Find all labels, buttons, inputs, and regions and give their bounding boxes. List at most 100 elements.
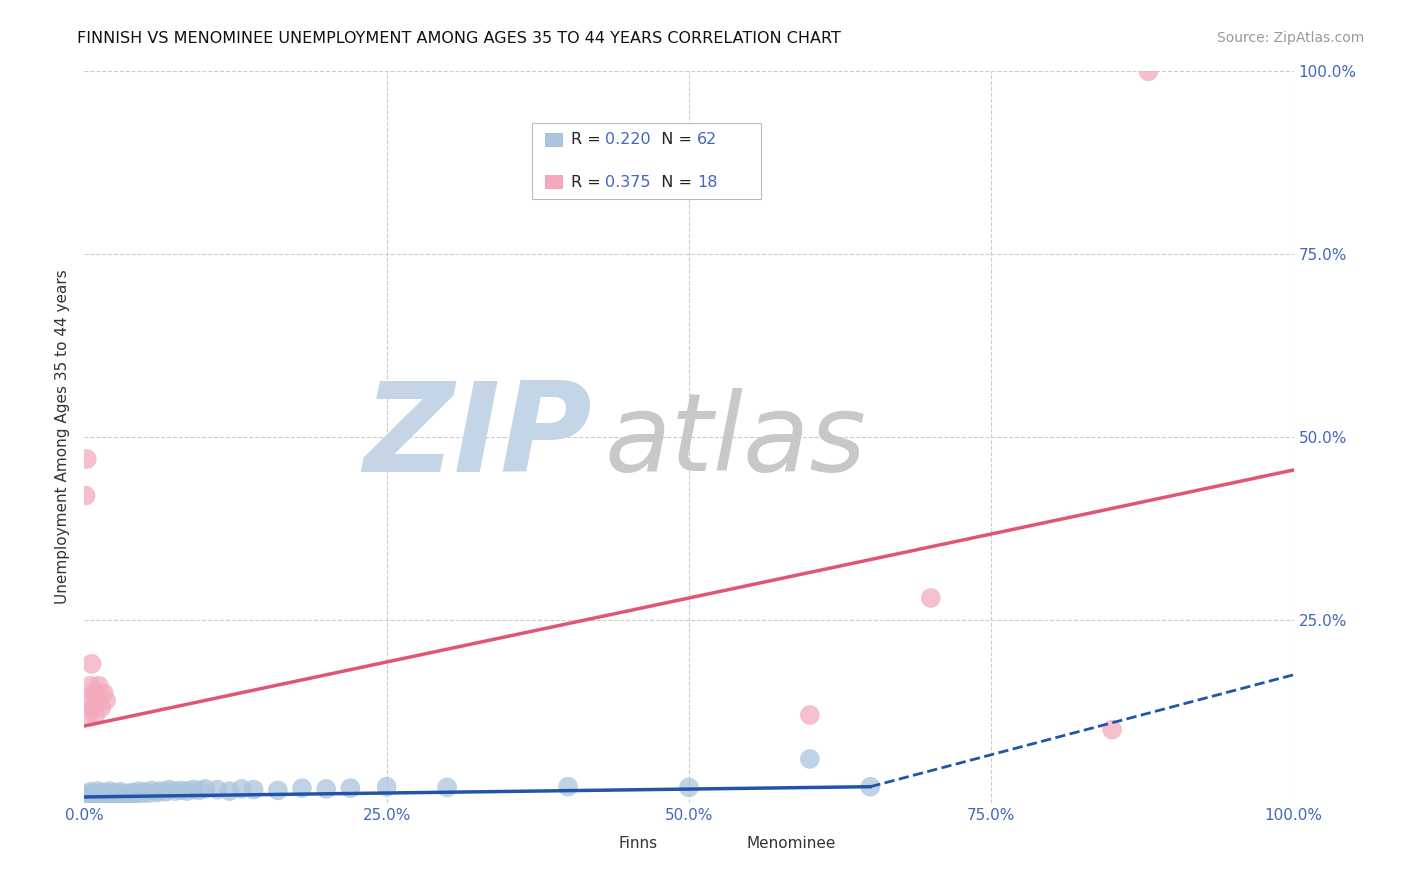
Point: [188, 783, 211, 797]
Point: [112, 787, 135, 801]
Point: [75, 489, 97, 503]
Text: R =: R =: [571, 132, 606, 147]
Point: [149, 784, 172, 798]
Point: [1101, 723, 1123, 737]
Point: [93, 686, 115, 700]
Point: [82, 788, 104, 802]
Point: [86, 693, 108, 707]
Point: [134, 785, 156, 799]
Point: [86, 789, 108, 804]
Point: [799, 708, 821, 723]
Point: [105, 788, 128, 802]
Point: [920, 591, 942, 605]
Point: [97, 789, 120, 803]
Point: [77, 791, 100, 805]
Point: [73, 789, 96, 803]
Text: ZIP: ZIP: [364, 376, 592, 498]
Point: [86, 784, 108, 798]
Text: N =: N =: [651, 132, 697, 147]
Point: [98, 784, 121, 798]
Point: [77, 787, 100, 801]
Point: [76, 789, 98, 804]
Point: [107, 789, 129, 804]
Point: [128, 784, 150, 798]
Point: [84, 708, 107, 723]
Point: [242, 782, 264, 797]
Point: [181, 782, 204, 797]
Text: Finns: Finns: [619, 836, 658, 851]
Text: 62: 62: [697, 132, 717, 147]
Point: [80, 657, 103, 671]
Point: [94, 790, 117, 805]
Point: [207, 782, 229, 797]
Point: [120, 788, 142, 802]
Point: [101, 789, 124, 804]
Point: [194, 781, 217, 796]
FancyBboxPatch shape: [546, 133, 562, 147]
Point: [1137, 64, 1160, 78]
Point: [114, 789, 136, 803]
Point: [82, 700, 104, 714]
Point: [141, 783, 163, 797]
Point: [157, 782, 180, 797]
Point: [267, 783, 290, 797]
Point: [83, 686, 105, 700]
Text: atlas: atlas: [605, 388, 866, 493]
Point: [94, 693, 117, 707]
Point: [77, 693, 100, 707]
Point: [93, 786, 115, 800]
Text: Menominee: Menominee: [747, 836, 837, 851]
Point: [87, 679, 110, 693]
Point: [76, 452, 98, 467]
Point: [110, 785, 132, 799]
Point: [79, 785, 101, 799]
Point: [84, 786, 107, 800]
Text: 18: 18: [697, 175, 717, 190]
Text: Source: ZipAtlas.com: Source: ZipAtlas.com: [1216, 31, 1364, 45]
Point: [678, 780, 700, 795]
Point: [79, 679, 101, 693]
Point: [80, 789, 103, 804]
Text: R =: R =: [571, 175, 606, 190]
Point: [155, 785, 177, 799]
Point: [121, 786, 143, 800]
Point: [91, 789, 114, 804]
Point: [129, 786, 152, 800]
FancyBboxPatch shape: [531, 122, 762, 199]
Point: [231, 781, 253, 796]
Point: [77, 708, 100, 723]
Point: [218, 784, 240, 798]
Point: [165, 784, 187, 798]
Point: [87, 789, 110, 803]
Point: [124, 787, 146, 801]
Point: [291, 781, 314, 796]
Text: 0.220: 0.220: [605, 132, 651, 147]
Point: [436, 780, 458, 795]
Point: [339, 781, 361, 796]
Point: [557, 780, 579, 794]
Point: [83, 790, 105, 805]
Point: [315, 781, 337, 796]
Point: [104, 786, 127, 800]
Text: N =: N =: [651, 175, 697, 190]
Point: [138, 786, 160, 800]
Point: [100, 787, 122, 801]
Point: [75, 792, 97, 806]
FancyBboxPatch shape: [546, 175, 562, 189]
Point: [859, 780, 882, 794]
Point: [176, 784, 198, 798]
Point: [89, 787, 111, 801]
Point: [94, 788, 117, 802]
Point: [90, 700, 112, 714]
FancyBboxPatch shape: [585, 835, 614, 853]
Text: FINNISH VS MENOMINEE UNEMPLOYMENT AMONG AGES 35 TO 44 YEARS CORRELATION CHART: FINNISH VS MENOMINEE UNEMPLOYMENT AMONG …: [77, 31, 841, 46]
Point: [96, 786, 118, 800]
Point: [146, 786, 169, 800]
FancyBboxPatch shape: [711, 835, 741, 853]
Point: [799, 752, 821, 766]
Point: [170, 783, 193, 797]
Point: [375, 780, 398, 794]
Y-axis label: Unemployment Among Ages 35 to 44 years: Unemployment Among Ages 35 to 44 years: [55, 269, 70, 605]
Text: 0.375: 0.375: [605, 175, 651, 190]
Point: [117, 786, 139, 800]
